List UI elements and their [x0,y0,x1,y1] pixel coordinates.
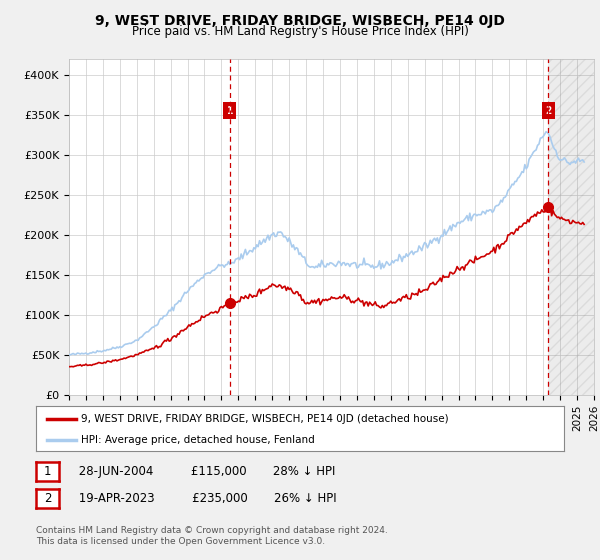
Text: 2: 2 [44,492,51,505]
Text: 9, WEST DRIVE, FRIDAY BRIDGE, WISBECH, PE14 0JD: 9, WEST DRIVE, FRIDAY BRIDGE, WISBECH, P… [95,14,505,28]
Bar [548,59,594,395]
Text: Contains HM Land Registry data © Crown copyright and database right 2024.
This d: Contains HM Land Registry data © Crown c… [36,526,388,546]
Text: 28-JUN-2004          £115,000       28% ↓ HPI: 28-JUN-2004 £115,000 28% ↓ HPI [60,465,335,478]
Text: 9, WEST DRIVE, FRIDAY BRIDGE, WISBECH, PE14 0JD (detached house): 9, WEST DRIVE, FRIDAY BRIDGE, WISBECH, P… [81,413,449,423]
Text: 1: 1 [227,106,233,116]
Text: 1: 1 [44,465,51,478]
Text: HPI: Average price, detached house, Fenland: HPI: Average price, detached house, Fenl… [81,435,314,445]
Text: 2: 2 [545,106,551,116]
Text: Price paid vs. HM Land Registry's House Price Index (HPI): Price paid vs. HM Land Registry's House … [131,25,469,38]
Text: 19-APR-2023          £235,000       26% ↓ HPI: 19-APR-2023 £235,000 26% ↓ HPI [60,492,337,505]
